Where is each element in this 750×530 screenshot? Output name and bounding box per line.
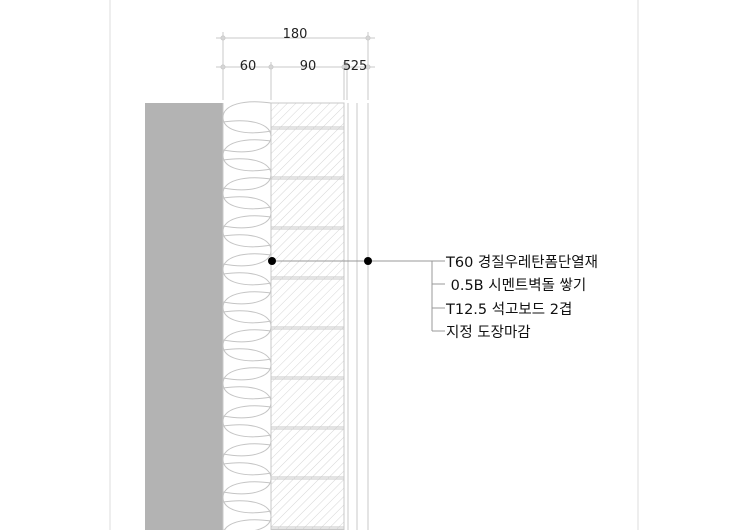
insulation-loop [222,234,272,267]
insulation-layer [222,101,272,530]
insulation-loop [222,443,272,476]
dim-overall: 180 [283,27,308,42]
insulation-loop [222,367,272,400]
brick-courses [271,126,344,530]
insulation-loop [222,405,272,438]
insulation-loop [222,329,272,362]
insulation-loop [224,519,272,530]
dim-insulation: 60 [240,59,257,74]
insulation-loop [222,481,272,514]
insulation-loop [222,158,272,191]
insulation-loop [222,196,272,229]
insulation-loop [222,291,272,324]
label-insulation: T60 경질우레탄폼단열재 [445,254,598,271]
dimension-lines [216,32,375,100]
insulation-loop [222,120,272,153]
insulation-loop [222,386,272,419]
insulation-loop [222,253,272,286]
insulation-loop [222,500,272,530]
leader-dot-insulation [268,257,276,265]
brick-layer [270,102,345,530]
insulation-loop [222,272,272,305]
insulation-loop [222,139,272,172]
dim-brick: 90 [300,59,317,74]
insulation-loop [222,462,272,495]
dim-gap: 5 [343,59,351,74]
insulation-loop [222,424,272,457]
insulation-loop [222,177,272,210]
dim-board: 25 [351,59,368,74]
label-gypsum-board: T12.5 석고보드 2겹 [445,301,572,318]
label-paint-finish: 지정 도장마감 [446,324,531,341]
label-brick: 0.5B 시멘트벽돌 쌓기 [446,277,586,294]
insulation-loop [222,215,272,248]
leader-lines [272,260,445,332]
insulation-loop [222,101,272,134]
insulation-loop [222,310,272,343]
leader-dot-board [364,257,372,265]
insulation-loop [222,348,272,381]
concrete-wall [145,103,223,530]
